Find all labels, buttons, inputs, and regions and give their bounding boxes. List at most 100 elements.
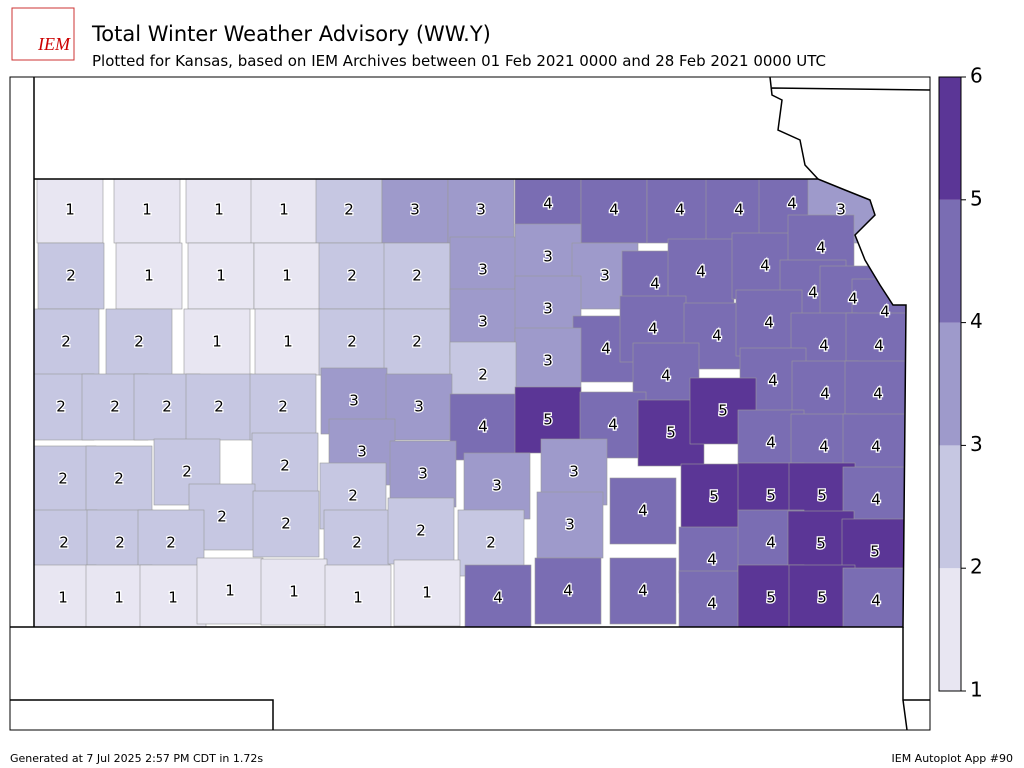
county-label: 4	[764, 314, 774, 332]
county-label: 4	[478, 418, 488, 436]
footer-left: Generated at 7 Jul 2025 2:57 PM CDT in 1…	[10, 752, 263, 765]
county-label: 1	[279, 201, 289, 219]
county-label: 5	[817, 589, 827, 607]
county-label: 1	[283, 333, 293, 351]
county-label: 1	[216, 267, 226, 285]
county	[253, 242, 321, 310]
county	[449, 393, 517, 461]
county	[34, 308, 100, 376]
colorbar-segment	[939, 322, 961, 446]
county-label: 1	[168, 589, 178, 607]
county-label: 2	[56, 398, 66, 416]
county-label: 2	[412, 267, 422, 285]
county	[536, 491, 604, 559]
title: Total Winter Weather Advisory (WW.Y)	[91, 22, 491, 46]
colorbar-tick-label: 1	[970, 678, 983, 702]
county	[609, 477, 677, 545]
county-label: 2	[217, 508, 227, 526]
county-label: 4	[638, 582, 648, 600]
county-label: 3	[478, 313, 488, 331]
county-label: 2	[114, 470, 124, 488]
county-label: 3	[357, 443, 367, 461]
colorbar-segment	[939, 77, 961, 200]
county-label: 4	[871, 491, 881, 509]
colorbar: 1 2 3 4 5 6	[938, 64, 983, 702]
colorbar-tick-label: 6	[970, 64, 983, 88]
county	[139, 564, 207, 627]
county	[252, 490, 320, 558]
county-label: 4	[848, 290, 858, 308]
colorbar-frame	[938, 76, 962, 692]
county-label: 4	[661, 367, 671, 385]
county-label: 3	[569, 463, 579, 481]
county-label: 4	[880, 303, 890, 321]
county-label: 3	[600, 267, 610, 285]
county-label: 4	[734, 201, 744, 219]
county-label: 2	[281, 515, 291, 533]
county-label: 3	[543, 352, 553, 370]
county	[187, 242, 255, 310]
county	[196, 557, 264, 625]
county-label: 3	[492, 477, 502, 495]
county-label: 4	[766, 534, 776, 552]
county-label: 4	[816, 239, 826, 257]
county-label: 2	[182, 463, 192, 481]
county-label: 4	[638, 502, 648, 520]
county-label: 4	[820, 385, 830, 403]
colorbar-tick-label: 2	[970, 555, 983, 579]
county-label: 1	[114, 589, 124, 607]
county-label: 5	[543, 411, 553, 429]
colorbar-segment	[939, 568, 961, 691]
county	[85, 445, 153, 513]
county	[383, 242, 451, 310]
county-label: 5	[870, 543, 880, 561]
county	[315, 179, 383, 244]
county	[393, 559, 461, 627]
county-label: 4	[648, 320, 658, 338]
county-label: 2	[348, 487, 358, 505]
county-label: 4	[808, 284, 818, 302]
county-label: 5	[817, 487, 827, 505]
county-label: 4	[712, 327, 722, 345]
colorbar-segment	[939, 445, 961, 569]
county-label: 4	[601, 340, 611, 358]
county	[185, 373, 253, 441]
county-label: 4	[787, 195, 797, 213]
county	[113, 179, 181, 244]
county-label: 2	[166, 534, 176, 552]
county-label: 5	[766, 487, 776, 505]
colorbar-segment	[939, 199, 961, 323]
county-label: 4	[609, 201, 619, 219]
county	[678, 570, 746, 627]
county-label: 2	[115, 534, 125, 552]
county-label: 2	[61, 333, 71, 351]
county-label: 2	[344, 201, 354, 219]
county-label: 5	[709, 488, 719, 506]
county-label: 4	[675, 201, 685, 219]
footer-right: IEM Autoplot App #90	[892, 752, 1014, 765]
county-label: 3	[543, 248, 553, 266]
county-label: 2	[347, 333, 357, 351]
county-label: 1	[225, 582, 235, 600]
county	[580, 179, 648, 244]
county-label: 1	[214, 201, 224, 219]
county-label: 2	[162, 398, 172, 416]
county	[324, 564, 392, 627]
logo: IEM	[37, 34, 71, 54]
colorbar-tick-label: 4	[970, 309, 983, 333]
county-label: 4	[707, 551, 717, 569]
county	[463, 452, 531, 520]
county	[260, 558, 328, 626]
county-label: 5	[666, 424, 676, 442]
county-label: 3	[410, 201, 420, 219]
county	[389, 440, 457, 508]
county-label: 3	[414, 398, 424, 416]
county-label: 4	[650, 275, 660, 293]
county-label: 3	[543, 300, 553, 318]
county-label: 4	[819, 337, 829, 355]
county-label: 1	[353, 589, 363, 607]
county-label: 4	[871, 592, 881, 610]
county-label: 4	[760, 257, 770, 275]
county-label: 3	[478, 261, 488, 279]
